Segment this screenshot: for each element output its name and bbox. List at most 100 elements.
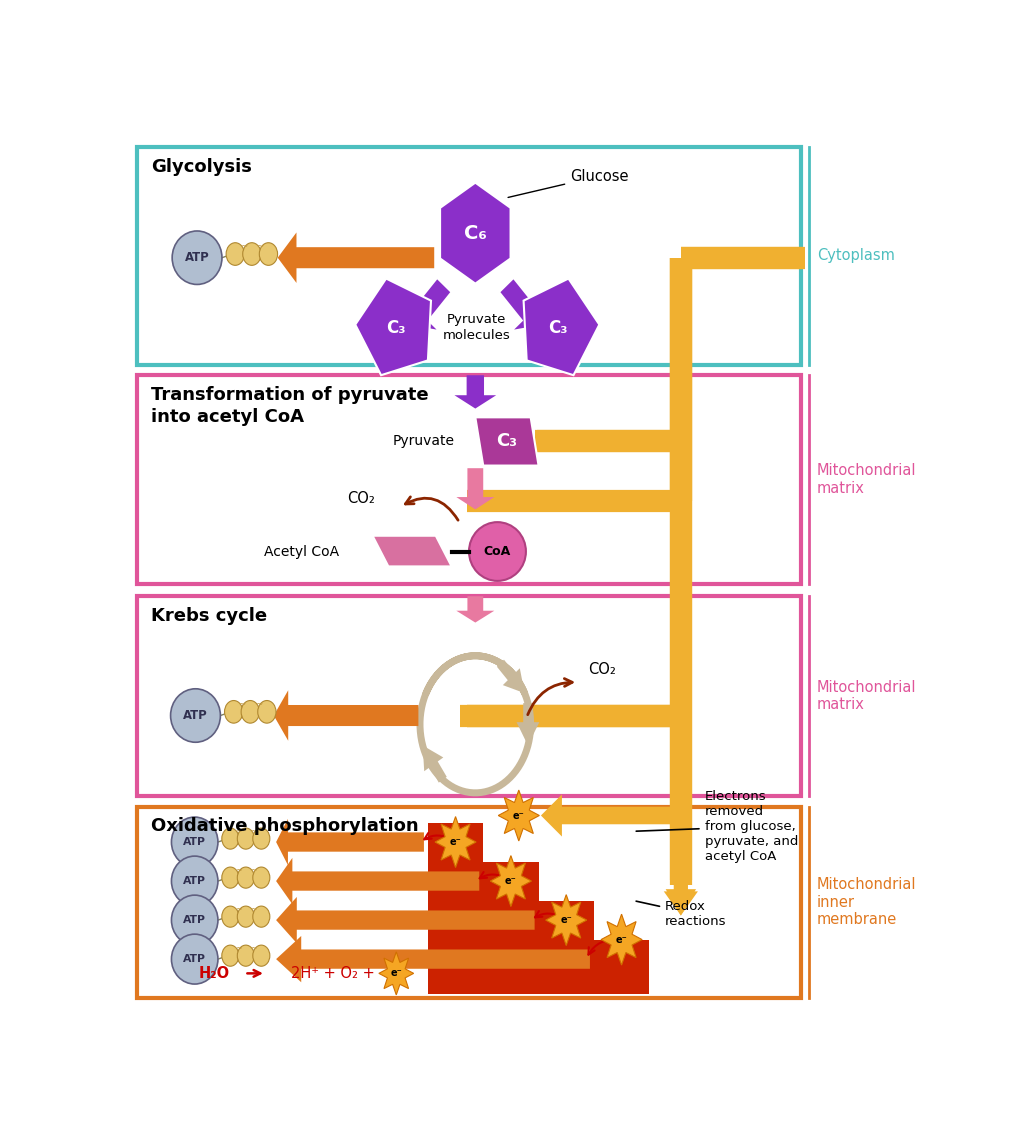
Text: CoA: CoA	[483, 546, 511, 558]
Polygon shape	[490, 855, 531, 907]
Ellipse shape	[237, 867, 254, 888]
Ellipse shape	[469, 522, 526, 581]
Text: Mitochondrial
inner
membrane: Mitochondrial inner membrane	[816, 877, 915, 927]
Text: Redox
reactions: Redox reactions	[636, 900, 726, 928]
Ellipse shape	[226, 243, 245, 265]
Text: CO₂: CO₂	[587, 662, 615, 677]
Polygon shape	[475, 417, 538, 466]
Text: C₃: C₃	[386, 319, 406, 337]
Ellipse shape	[253, 907, 270, 927]
Ellipse shape	[171, 895, 218, 945]
Text: C₃: C₃	[496, 432, 517, 450]
Text: e⁻: e⁻	[504, 876, 517, 886]
Ellipse shape	[170, 689, 220, 743]
Text: ~: ~	[234, 944, 242, 953]
Polygon shape	[378, 952, 414, 994]
Polygon shape	[273, 690, 418, 740]
FancyBboxPatch shape	[137, 806, 800, 998]
Polygon shape	[439, 182, 511, 284]
Text: ~: ~	[250, 944, 257, 953]
Text: Transformation of pyruvate
into acetyl CoA: Transformation of pyruvate into acetyl C…	[151, 386, 428, 426]
Text: Acetyl CoA: Acetyl CoA	[264, 544, 338, 558]
Ellipse shape	[237, 945, 254, 966]
Text: ~: ~	[239, 243, 247, 252]
Polygon shape	[545, 894, 586, 945]
Ellipse shape	[221, 907, 238, 927]
Ellipse shape	[224, 700, 243, 723]
Polygon shape	[277, 232, 434, 282]
Text: C₆: C₆	[464, 223, 486, 243]
Text: e⁻: e⁻	[390, 968, 401, 978]
Polygon shape	[516, 703, 539, 745]
Polygon shape	[455, 468, 494, 509]
Text: ~: ~	[250, 906, 257, 915]
Text: ATP: ATP	[183, 837, 206, 847]
Polygon shape	[428, 822, 649, 993]
Text: ATP: ATP	[183, 954, 206, 964]
Polygon shape	[276, 858, 479, 904]
Polygon shape	[434, 817, 476, 868]
Polygon shape	[355, 279, 431, 375]
Ellipse shape	[237, 907, 254, 927]
Ellipse shape	[171, 817, 218, 867]
Text: Oxidative phosphorylation: Oxidative phosphorylation	[151, 818, 419, 835]
Ellipse shape	[253, 867, 270, 888]
Polygon shape	[422, 745, 446, 782]
Text: ~: ~	[255, 700, 262, 708]
Text: e⁻: e⁻	[615, 935, 627, 944]
Polygon shape	[665, 871, 695, 916]
Ellipse shape	[221, 828, 238, 850]
Text: e⁻: e⁻	[513, 811, 524, 820]
Polygon shape	[372, 535, 451, 566]
Text: Cytoplasm: Cytoplasm	[816, 248, 894, 263]
Ellipse shape	[237, 828, 254, 850]
Ellipse shape	[171, 857, 218, 906]
Text: Glycolysis: Glycolysis	[151, 157, 252, 175]
Polygon shape	[276, 936, 589, 982]
Polygon shape	[540, 795, 681, 836]
Ellipse shape	[221, 867, 238, 888]
Text: Electrons
removed
from glucose,
pyruvate, and
acetyl CoA: Electrons removed from glucose, pyruvate…	[636, 790, 797, 863]
FancyBboxPatch shape	[137, 596, 800, 796]
Ellipse shape	[258, 700, 276, 723]
Text: ~: ~	[238, 700, 246, 708]
Text: ~: ~	[234, 827, 242, 836]
Text: Mitochondrial
matrix: Mitochondrial matrix	[816, 464, 915, 495]
Ellipse shape	[172, 231, 222, 285]
Polygon shape	[523, 279, 599, 375]
Ellipse shape	[253, 945, 270, 966]
Text: Pyruvate: Pyruvate	[392, 434, 454, 448]
Text: e⁻: e⁻	[449, 837, 461, 847]
Text: ATP: ATP	[183, 876, 206, 886]
Ellipse shape	[221, 945, 238, 966]
Polygon shape	[276, 896, 534, 943]
Ellipse shape	[253, 828, 270, 850]
Ellipse shape	[171, 934, 218, 984]
Text: Pyruvate
molecules: Pyruvate molecules	[442, 313, 511, 343]
Polygon shape	[497, 790, 539, 841]
Ellipse shape	[243, 243, 261, 265]
Ellipse shape	[259, 243, 277, 265]
Text: ATP: ATP	[183, 915, 206, 925]
Polygon shape	[405, 279, 449, 329]
Text: e⁻: e⁻	[559, 915, 572, 925]
Text: ATP: ATP	[183, 708, 208, 722]
Text: ~: ~	[250, 827, 257, 836]
FancyBboxPatch shape	[137, 375, 800, 584]
Text: Glucose: Glucose	[507, 169, 628, 197]
Text: H₂O: H₂O	[199, 966, 230, 981]
Text: Mitochondrial
matrix: Mitochondrial matrix	[816, 680, 915, 712]
Ellipse shape	[240, 700, 259, 723]
Text: ~: ~	[250, 867, 257, 875]
Polygon shape	[600, 915, 642, 965]
Text: ATP: ATP	[184, 252, 209, 264]
Text: 2H⁺ + O₂ +: 2H⁺ + O₂ +	[290, 966, 375, 981]
Polygon shape	[663, 867, 697, 916]
Text: CO₂: CO₂	[346, 491, 374, 506]
Polygon shape	[276, 819, 424, 866]
Text: ~: ~	[234, 906, 242, 915]
Text: Krebs cycle: Krebs cycle	[151, 607, 267, 625]
Polygon shape	[500, 279, 545, 329]
Polygon shape	[496, 659, 524, 694]
Text: ~: ~	[234, 867, 242, 875]
